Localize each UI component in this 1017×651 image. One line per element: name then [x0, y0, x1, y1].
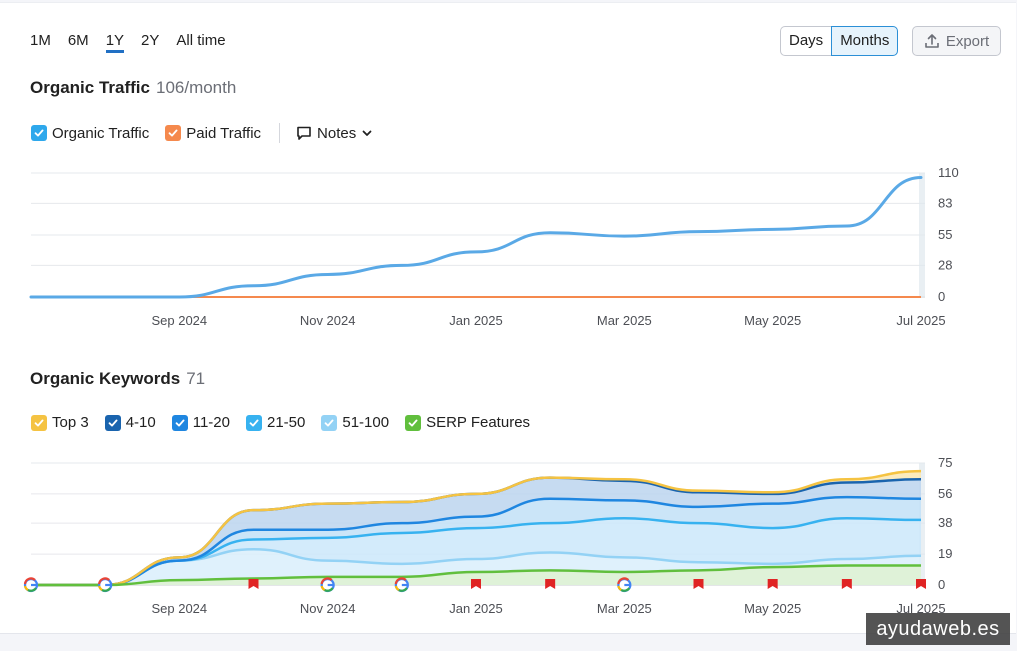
- keywords-x-tick-label: Nov 2024: [300, 601, 356, 616]
- keywords-y-tick-label: 0: [938, 577, 945, 592]
- keywords-title-text: Organic Keywords: [30, 369, 181, 388]
- export-button[interactable]: Export: [912, 26, 1001, 56]
- traffic-y-tick-label: 0: [938, 289, 945, 304]
- traffic-x-tick-label: Mar 2025: [597, 313, 652, 328]
- checkbox-checked-icon: [165, 125, 182, 141]
- legend-label: Organic Traffic: [52, 124, 150, 142]
- keywords-legend: Top 3 4-10 11-20 21-50 51-100 SERP Features: [31, 414, 546, 431]
- legend-serp-features[interactable]: SERP Features: [405, 414, 530, 431]
- tab-1m[interactable]: 1M: [30, 32, 51, 49]
- traffic-y-tick-label: 83: [938, 195, 952, 210]
- note-flag-icon[interactable]: [248, 579, 259, 589]
- line-11-20: [31, 495, 922, 587]
- google-update-icon[interactable]: [23, 577, 39, 593]
- notes-dropdown[interactable]: Notes: [296, 125, 373, 142]
- checkbox-checked-icon: [171, 414, 188, 431]
- keywords-x-tick-label: Jan 2025: [449, 601, 503, 616]
- legend-label: 11-20: [192, 414, 230, 431]
- keywords-x-tick-label: Mar 2025: [597, 601, 652, 616]
- notes-label: Notes: [317, 124, 357, 142]
- traffic-y-tick-label: 28: [938, 257, 952, 272]
- legend-4-10[interactable]: 4-10: [104, 414, 156, 431]
- traffic-y-tick-label: 55: [938, 227, 952, 242]
- months-button[interactable]: Months: [831, 26, 899, 56]
- watermark: ayudaweb.es: [866, 613, 1010, 645]
- export-label: Export: [945, 32, 990, 50]
- line-top-3: [31, 469, 922, 587]
- tab-2y[interactable]: 2Y: [141, 32, 160, 49]
- note-flag-icon[interactable]: [471, 579, 481, 589]
- area-21-50: [31, 518, 921, 585]
- keywords-y-tick-label: 75: [938, 455, 952, 470]
- legend-paid-traffic[interactable]: Paid Traffic: [165, 125, 261, 142]
- legend-label: SERP Features: [426, 414, 531, 431]
- traffic-x-tick-label: May 2025: [744, 313, 801, 328]
- checkbox-checked-icon: [104, 414, 121, 431]
- traffic-count: 106/month: [155, 78, 237, 97]
- legend-label: 51-100: [342, 414, 390, 431]
- google-update-icon[interactable]: [320, 577, 335, 593]
- traffic-title: Organic Traffic 106/month: [30, 78, 236, 98]
- traffic-x-tick-label: Sep 2024: [151, 313, 207, 328]
- keywords-x-tick-label: May 2025: [744, 601, 801, 616]
- keywords-x-tick-label: Sep 2024: [151, 601, 207, 616]
- legend-divider: [279, 123, 281, 143]
- date-range-tabs: 1M 6M 1Y 2Y All time: [30, 32, 243, 53]
- keywords-count: 71: [186, 369, 206, 388]
- note-flag-icon[interactable]: [841, 579, 852, 589]
- granularity-toggle: Days Months: [780, 26, 899, 56]
- legend-label: Paid Traffic: [186, 124, 262, 142]
- traffic-x-tick-label: Jan 2025: [449, 313, 503, 328]
- note-flag-icon[interactable]: [693, 579, 704, 589]
- days-button[interactable]: Days: [780, 26, 832, 56]
- organic-keywords-chart: 0 19 38 56 75 Sep 2024 Nov 2024 Jan 2025 Mar 202…: [23, 455, 952, 616]
- keywords-hover-marker: [919, 463, 925, 585]
- traffic-hover-marker: [919, 173, 925, 297]
- traffic-x-tick-label: Nov 2024: [300, 313, 356, 328]
- line-serp-features: [31, 564, 921, 587]
- legend-label: 4-10: [125, 414, 156, 431]
- legend-51-100[interactable]: 51-100: [321, 414, 389, 431]
- google-update-icon[interactable]: [98, 577, 113, 593]
- checkbox-checked-icon: [31, 414, 47, 431]
- checkbox-checked-icon: [321, 414, 338, 431]
- legend-organic-traffic[interactable]: Organic Traffic: [31, 125, 149, 142]
- legend-11-20[interactable]: 11-20: [171, 414, 230, 431]
- note-flag-icon[interactable]: [916, 579, 926, 589]
- organic-traffic-line: [29, 176, 923, 299]
- legend-label: Top 3: [52, 414, 89, 431]
- note-flag-icon[interactable]: [767, 579, 778, 589]
- keywords-y-tick-label: 38: [938, 515, 952, 530]
- area-11-20: [31, 497, 921, 585]
- google-update-icon[interactable]: [394, 577, 409, 593]
- note-flag-icon[interactable]: [545, 579, 556, 589]
- tab-1y[interactable]: 1Y: [105, 32, 125, 53]
- area-4-10: [31, 477, 921, 585]
- legend-top-3[interactable]: Top 3: [31, 414, 89, 431]
- keywords-x-tick-label: Jul 2025: [896, 601, 945, 616]
- google-update-icon[interactable]: [617, 577, 632, 593]
- tab-all-time[interactable]: All time: [176, 32, 226, 49]
- organic-research-card: 1M 6M 1Y 2Y All time Days Months Export …: [0, 2, 1016, 634]
- traffic-y-tick-label: 110: [938, 165, 959, 180]
- traffic-legend: Organic Traffic Paid Traffic Notes: [31, 123, 373, 143]
- keywords-title: Organic Keywords 71: [30, 369, 205, 389]
- keywords-y-tick-label: 19: [938, 546, 952, 561]
- legend-label: 21-50: [267, 414, 306, 431]
- checkbox-checked-icon: [31, 125, 47, 141]
- checkbox-checked-icon: [405, 414, 422, 431]
- upload-icon: [925, 34, 939, 48]
- chevron-down-icon: [362, 130, 372, 136]
- traffic-x-tick-label: Jul 2025: [896, 313, 945, 328]
- traffic-title-text: Organic Traffic: [30, 78, 150, 97]
- checkbox-checked-icon: [246, 414, 262, 431]
- legend-21-50[interactable]: 21-50: [246, 414, 305, 431]
- organic-traffic-chart: 0 28 55 83 110 Sep 2024 Nov 2024 Jan 2025 Mar 20…: [29, 165, 959, 328]
- tab-6m[interactable]: 6M: [67, 32, 89, 49]
- keywords-y-tick-label: 56: [938, 486, 952, 501]
- comment-icon: [297, 126, 311, 140]
